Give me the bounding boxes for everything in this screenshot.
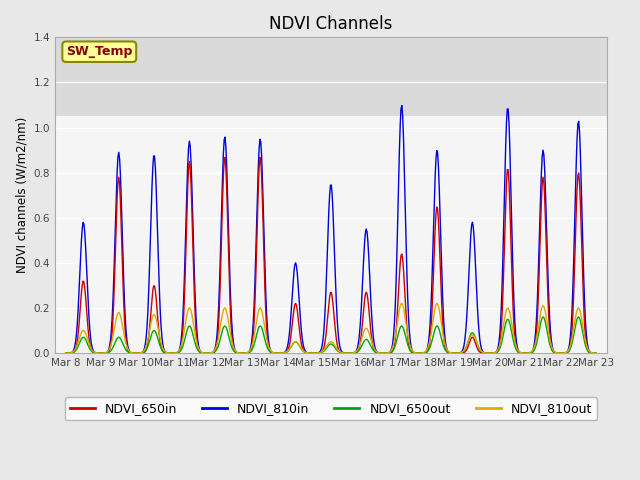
NDVI_650in — [451, 350, 458, 356]
Line: NDVI_650out: NDVI_650out — [66, 317, 596, 353]
NDVI_810out — [111, 320, 119, 325]
NDVI_650in — [592, 350, 600, 356]
NDVI_810in — [62, 350, 70, 356]
NDVI_810in — [77, 238, 85, 243]
Text: SW_Temp: SW_Temp — [66, 45, 132, 58]
NDVI_810in — [592, 350, 600, 356]
NDVI_810out — [592, 350, 600, 356]
NDVI_650out — [214, 345, 221, 351]
NDVI_650out — [111, 339, 119, 345]
Bar — [55, 37, 607, 116]
Y-axis label: NDVI channels (W/m2/nm): NDVI channels (W/m2/nm) — [15, 117, 28, 273]
Line: NDVI_810in: NDVI_810in — [66, 106, 596, 353]
NDVI_810in — [214, 324, 221, 330]
NDVI_650in — [77, 290, 85, 296]
NDVI_650out — [372, 349, 380, 355]
NDVI_810out — [372, 348, 380, 354]
NDVI_650in — [373, 350, 381, 356]
NDVI_810in — [451, 350, 458, 356]
NDVI_650out — [77, 336, 85, 342]
NDVI_650in — [62, 350, 70, 356]
NDVI_650in — [214, 335, 221, 341]
NDVI_650out — [539, 314, 547, 320]
Title: NDVI Channels: NDVI Channels — [269, 15, 392, 33]
NDVI_650out — [592, 350, 600, 356]
NDVI_650out — [449, 350, 457, 356]
NDVI_650in — [223, 186, 230, 192]
NDVI_810out — [214, 339, 221, 345]
NDVI_650out — [222, 324, 230, 330]
NDVI_650in — [221, 155, 229, 160]
Line: NDVI_650in: NDVI_650in — [66, 157, 596, 353]
Legend: NDVI_650in, NDVI_810in, NDVI_650out, NDVI_810out: NDVI_650in, NDVI_810in, NDVI_650out, NDV… — [65, 397, 597, 420]
NDVI_810out — [451, 350, 458, 356]
NDVI_810out — [222, 306, 230, 312]
NDVI_810in — [398, 103, 406, 108]
NDVI_810in — [222, 144, 230, 149]
NDVI_650in — [111, 245, 119, 251]
NDVI_810out — [62, 350, 70, 356]
NDVI_650out — [62, 350, 70, 356]
NDVI_810in — [111, 219, 119, 225]
Line: NDVI_810out: NDVI_810out — [66, 303, 596, 353]
NDVI_810out — [77, 330, 85, 336]
NDVI_810in — [372, 348, 380, 354]
NDVI_810out — [398, 300, 406, 306]
